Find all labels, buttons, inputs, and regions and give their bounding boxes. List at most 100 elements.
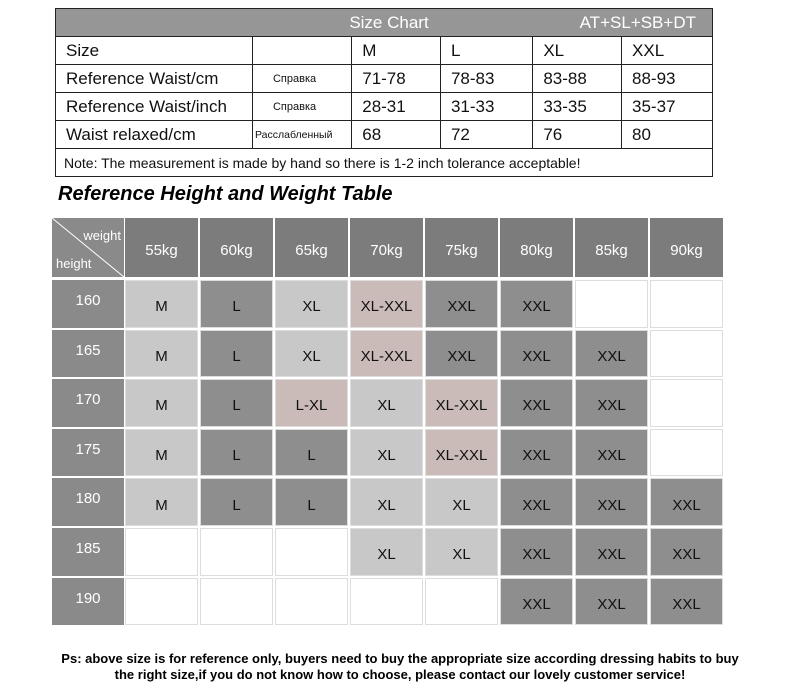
measure-row: Reference Waist/inch Справка 28-31 31-33 33-… — [55, 92, 713, 121]
size-cell: XXL — [575, 577, 648, 626]
empty-cell — [650, 329, 723, 378]
footnote: Note: The measurement is made by hand so… — [55, 148, 713, 177]
weight-header: 60kg — [200, 218, 273, 277]
weight-header: 75kg — [425, 218, 498, 277]
size-cell: XXL — [500, 379, 573, 427]
empty-cell — [575, 280, 648, 328]
size-cell: XXL — [650, 577, 723, 626]
row-label: Waist relaxed/cm — [55, 120, 253, 149]
size-cell: XL — [350, 379, 423, 427]
size-cell: XL — [350, 528, 423, 576]
size-cell: L — [200, 478, 273, 526]
measure-row: Waist relaxed/cm Расслабленный 68 72 76 80 — [55, 120, 713, 149]
measure-value: 88-93 — [621, 64, 713, 93]
size-name: XXL — [621, 36, 713, 65]
size-cell: XXL — [575, 428, 648, 477]
size-cell: XXL — [500, 329, 573, 378]
size-cell: XXL — [650, 478, 723, 526]
measure-value: 78-83 — [439, 64, 534, 93]
size-cell: L — [200, 428, 273, 477]
measure-value: 31-33 — [439, 92, 534, 121]
measure-value: 83-88 — [532, 64, 623, 93]
row-note: Справка — [251, 64, 353, 93]
size-cell: XXL — [500, 280, 573, 328]
size-cell: XL-XXL — [350, 329, 423, 378]
measure-value: 33-35 — [532, 92, 623, 121]
measure-row: Reference Waist/cm Справка 71-78 78-83 83-88… — [55, 64, 713, 93]
height-label: 180 — [52, 478, 124, 526]
weight-header: 55kg — [125, 218, 198, 277]
size-cell: L-XL — [275, 379, 348, 427]
size-cell: XL — [425, 528, 498, 576]
size-cell: L — [275, 478, 348, 526]
height-label: 165 — [52, 329, 124, 378]
size-cell: L — [275, 428, 348, 477]
empty-cell — [275, 577, 348, 626]
row-note: Справка — [251, 92, 353, 121]
size-cell: XL-XXL — [425, 379, 498, 427]
empty-cell — [650, 379, 723, 427]
measure-value: 28-31 — [351, 92, 441, 121]
size-cell: XXL — [575, 329, 648, 378]
corner-cell: weight height — [52, 218, 124, 277]
size-cell: XXL — [500, 428, 573, 477]
weight-header: 65kg — [275, 218, 348, 277]
empty-cell — [125, 528, 198, 576]
measure-value: 35-37 — [621, 92, 713, 121]
size-name: XL — [532, 36, 623, 65]
empty-cell — [200, 528, 273, 576]
corner-top: weight — [83, 228, 121, 243]
size-cell: XL — [425, 478, 498, 526]
weight-header: 80kg — [500, 218, 573, 277]
size-name: L — [439, 36, 534, 65]
weight-header: 90kg — [650, 218, 723, 277]
row-label: Reference Waist/inch — [55, 92, 253, 121]
measure-value: 71-78 — [351, 64, 441, 93]
size-cell: M — [125, 478, 198, 526]
size-cell: M — [125, 329, 198, 378]
empty-cell — [125, 577, 198, 626]
measure-value: 72 — [439, 120, 534, 149]
height-label: 190 — [52, 577, 124, 626]
size-label: Size — [55, 36, 253, 65]
size-chart-title: Size Chart — [349, 12, 429, 32]
size-cell: XL — [275, 329, 348, 378]
empty-cell — [350, 577, 423, 626]
empty-cell — [650, 280, 723, 328]
measure-value: 76 — [532, 120, 623, 149]
height-label: 170 — [52, 379, 124, 427]
measure-value: 68 — [351, 120, 441, 149]
size-cell: M — [125, 280, 198, 328]
size-cell: M — [125, 428, 198, 477]
size-cell: M — [125, 379, 198, 427]
size-row: Size M L XL XXL — [55, 36, 713, 65]
weight-header: 70kg — [350, 218, 423, 277]
size-cell: XL — [275, 280, 348, 328]
measure-value: 80 — [621, 120, 713, 149]
size-cell: XXL — [500, 528, 573, 576]
section-title: Reference Height and Weight Table — [58, 183, 393, 205]
weight-header: 85kg — [575, 218, 648, 277]
size-chart-code: AT+SL+SB+DT — [579, 12, 696, 32]
corner-bottom: height — [56, 256, 92, 271]
size-cell: XXL — [500, 577, 573, 626]
empty-cell — [200, 577, 273, 626]
size-name: M — [351, 36, 441, 65]
size-cell: XXL — [425, 280, 498, 328]
size-cell: L — [200, 329, 273, 378]
size-cell: XXL — [575, 478, 648, 526]
size-chart: Size Chart AT+SL+SB+DT Size M L XL XXL Refere… — [55, 8, 713, 177]
height-label: 160 — [52, 280, 124, 328]
footer: Ps: above size is for reference only, bu… — [0, 651, 800, 683]
size-cell: L — [200, 280, 273, 328]
size-cell: XXL — [650, 528, 723, 576]
height-label: 185 — [52, 528, 124, 576]
footer-line: the right size,if you do not know how to… — [114, 667, 686, 682]
size-cell: XL — [350, 478, 423, 526]
size-cell: XL — [350, 428, 423, 477]
size-cell: XXL — [575, 379, 648, 427]
row-label: Reference Waist/cm — [55, 64, 253, 93]
corner-diagonal — [52, 218, 124, 277]
size-cell: XL-XXL — [350, 280, 423, 328]
